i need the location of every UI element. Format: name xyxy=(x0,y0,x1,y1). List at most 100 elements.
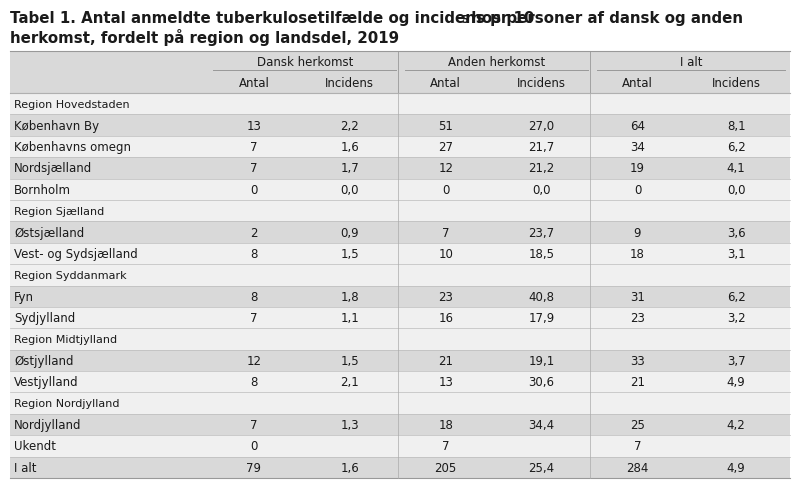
Text: Region Sjælland: Region Sjælland xyxy=(14,206,104,216)
Text: Region Nordjylland: Region Nordjylland xyxy=(14,398,119,408)
Text: 3,7: 3,7 xyxy=(727,354,746,367)
Text: 7: 7 xyxy=(250,162,258,175)
Text: 0,0: 0,0 xyxy=(532,183,551,197)
Text: 4,9: 4,9 xyxy=(727,461,746,474)
Text: 0,0: 0,0 xyxy=(727,183,746,197)
Text: Nordjylland: Nordjylland xyxy=(14,418,82,431)
Text: 3,2: 3,2 xyxy=(727,311,746,324)
Text: 16: 16 xyxy=(438,311,453,324)
Text: 19,1: 19,1 xyxy=(529,354,554,367)
Text: 23: 23 xyxy=(438,290,453,303)
Text: Nordsjælland: Nordsjælland xyxy=(14,162,92,175)
Text: 0: 0 xyxy=(250,183,258,197)
Text: 17,9: 17,9 xyxy=(529,311,554,324)
Text: 3,6: 3,6 xyxy=(727,226,746,239)
Text: 33: 33 xyxy=(630,354,645,367)
Text: 79: 79 xyxy=(246,461,262,474)
Text: 4,9: 4,9 xyxy=(727,376,746,389)
Text: Incidens: Incidens xyxy=(326,77,374,91)
Text: Fyn: Fyn xyxy=(14,290,34,303)
Text: Københavns omegn: Københavns omegn xyxy=(14,141,131,153)
Text: 6,2: 6,2 xyxy=(727,141,746,153)
Text: 7: 7 xyxy=(250,141,258,153)
Text: 0: 0 xyxy=(634,183,641,197)
Text: 27: 27 xyxy=(438,141,453,153)
Text: Tabel 1. Antal anmeldte tuberkulosetilfælde og incidens pr 10: Tabel 1. Antal anmeldte tuberkulosetilfæ… xyxy=(10,11,534,26)
Text: I alt: I alt xyxy=(680,56,702,69)
Text: 2: 2 xyxy=(250,226,258,239)
Text: Antal: Antal xyxy=(430,77,461,91)
Text: 1,8: 1,8 xyxy=(341,290,359,303)
Text: 1,3: 1,3 xyxy=(341,418,359,431)
Text: Ukendt: Ukendt xyxy=(14,439,56,453)
Text: 5: 5 xyxy=(462,15,469,25)
Text: 8: 8 xyxy=(250,247,258,260)
Text: Bornholm: Bornholm xyxy=(14,183,71,197)
Text: 1,5: 1,5 xyxy=(341,247,359,260)
Text: Vest- og Sydsjælland: Vest- og Sydsjælland xyxy=(14,247,138,260)
Text: 18,5: 18,5 xyxy=(529,247,554,260)
Text: 18: 18 xyxy=(630,247,645,260)
Text: 23,7: 23,7 xyxy=(529,226,554,239)
Text: 7: 7 xyxy=(250,418,258,431)
Text: 4,2: 4,2 xyxy=(727,418,746,431)
Text: 0,0: 0,0 xyxy=(341,183,359,197)
Text: 9: 9 xyxy=(634,226,642,239)
Text: hos personer af dansk og anden: hos personer af dansk og anden xyxy=(466,11,743,26)
Text: 13: 13 xyxy=(438,376,453,389)
Text: 34: 34 xyxy=(630,141,645,153)
Text: 3,1: 3,1 xyxy=(727,247,746,260)
Text: 25: 25 xyxy=(630,418,645,431)
Text: 64: 64 xyxy=(630,120,645,132)
Text: København By: København By xyxy=(14,120,99,132)
Text: 1,7: 1,7 xyxy=(341,162,359,175)
Text: Region Syddanmark: Region Syddanmark xyxy=(14,270,126,280)
Text: Anden herkomst: Anden herkomst xyxy=(448,56,545,69)
Text: 40,8: 40,8 xyxy=(529,290,554,303)
Text: 0,9: 0,9 xyxy=(341,226,359,239)
Text: 8: 8 xyxy=(250,290,258,303)
Text: 0: 0 xyxy=(250,439,258,453)
Text: 23: 23 xyxy=(630,311,645,324)
Text: 13: 13 xyxy=(246,120,262,132)
Text: 27,0: 27,0 xyxy=(529,120,554,132)
Text: 34,4: 34,4 xyxy=(529,418,554,431)
Text: 10: 10 xyxy=(438,247,453,260)
Text: 284: 284 xyxy=(626,461,649,474)
Text: Region Hovedstaden: Region Hovedstaden xyxy=(14,100,130,109)
Text: herkomst, fordelt på region og landsdel, 2019: herkomst, fordelt på region og landsdel,… xyxy=(10,29,399,45)
Text: Incidens: Incidens xyxy=(712,77,761,91)
Text: 1,5: 1,5 xyxy=(341,354,359,367)
Text: 2,1: 2,1 xyxy=(341,376,359,389)
Text: 12: 12 xyxy=(438,162,453,175)
Text: 7: 7 xyxy=(250,311,258,324)
Text: 1,1: 1,1 xyxy=(341,311,359,324)
Text: 4,1: 4,1 xyxy=(727,162,746,175)
Text: Østjylland: Østjylland xyxy=(14,354,74,367)
Text: Region Midtjylland: Region Midtjylland xyxy=(14,334,117,344)
Text: Østsjælland: Østsjælland xyxy=(14,226,84,239)
Text: 25,4: 25,4 xyxy=(529,461,554,474)
Text: 18: 18 xyxy=(438,418,453,431)
Text: 8,1: 8,1 xyxy=(727,120,746,132)
Text: 30,6: 30,6 xyxy=(529,376,554,389)
Text: 7: 7 xyxy=(442,439,450,453)
Text: 31: 31 xyxy=(630,290,645,303)
Text: 6,2: 6,2 xyxy=(727,290,746,303)
Text: Sydjylland: Sydjylland xyxy=(14,311,75,324)
Text: Vestjylland: Vestjylland xyxy=(14,376,78,389)
Text: 21: 21 xyxy=(630,376,645,389)
Text: 51: 51 xyxy=(438,120,453,132)
Text: 7: 7 xyxy=(442,226,450,239)
Text: 19: 19 xyxy=(630,162,645,175)
Text: 21,2: 21,2 xyxy=(529,162,554,175)
Text: 7: 7 xyxy=(634,439,642,453)
Text: I alt: I alt xyxy=(14,461,37,474)
Text: Incidens: Incidens xyxy=(517,77,566,91)
Text: Antal: Antal xyxy=(622,77,653,91)
Text: 12: 12 xyxy=(246,354,262,367)
Text: 1,6: 1,6 xyxy=(341,141,359,153)
Text: 205: 205 xyxy=(434,461,457,474)
Text: Antal: Antal xyxy=(238,77,270,91)
Text: 1,6: 1,6 xyxy=(341,461,359,474)
